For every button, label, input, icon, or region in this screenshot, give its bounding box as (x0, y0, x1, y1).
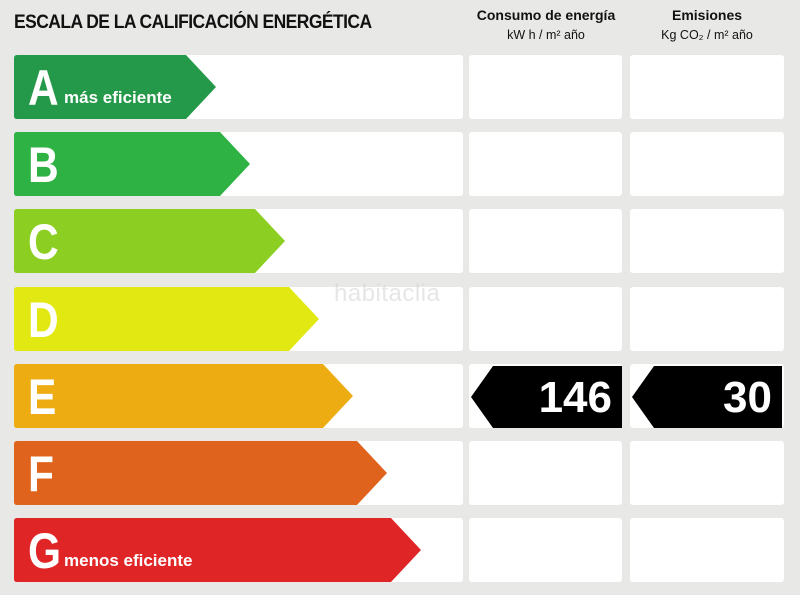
rating-row-b: B (0, 132, 800, 196)
emisiones-cell (630, 55, 784, 119)
pointer-arrow-icon (471, 366, 622, 428)
consumo-cell (469, 55, 622, 119)
arrow-shape-icon (14, 518, 421, 582)
rating-letter: E (28, 369, 57, 425)
emisiones-label: Emisiones (671, 7, 743, 23)
emisiones-cell (630, 209, 784, 273)
consumo-unit: kW h / m² año (507, 28, 585, 42)
consumo-label: Consumo de energía (476, 7, 616, 23)
emisiones-marker-value: 30 (723, 373, 772, 422)
rating-letter: G (28, 523, 62, 579)
rating-row-d: D (0, 287, 800, 351)
rating-letter: C (28, 214, 59, 270)
consumo-marker: 146 (471, 366, 622, 428)
rating-letter: D (28, 292, 59, 348)
rating-arrow-d: D (14, 287, 319, 351)
rating-row-e: E 146 30 (0, 364, 800, 428)
rating-subtitle: menos eficiente (64, 551, 193, 570)
consumo-cell (469, 209, 622, 273)
rating-arrow-f: F (14, 441, 387, 505)
pointer-arrow-icon (632, 366, 782, 428)
emisiones-cell (630, 518, 784, 582)
consumo-cell (469, 518, 622, 582)
rating-arrow-e: E (14, 364, 353, 428)
arrow-shape-icon (14, 364, 353, 428)
rating-subtitle: más eficiente (64, 88, 172, 107)
rating-letter: B (28, 137, 59, 193)
arrow-shape-icon (14, 209, 285, 273)
emisiones-cell (630, 287, 784, 351)
emisiones-cell (630, 441, 784, 505)
watermark-logo: habitaclia (334, 280, 441, 307)
rating-arrow-c: C (14, 209, 285, 273)
emisiones-unit: Kg CO₂ / m² año (661, 28, 753, 42)
rating-letter: A (28, 60, 59, 116)
consumo-cell (469, 287, 622, 351)
consumo-cell (469, 132, 622, 196)
consumo-header: Consumo de energía kW h / m² año (466, 5, 626, 45)
rating-row-f: F (0, 441, 800, 505)
rating-row-c: C (0, 209, 800, 273)
consumo-cell (469, 441, 622, 505)
rating-letter: F (28, 446, 54, 502)
emisiones-header: Emisiones Kg CO₂ / m² año (628, 5, 786, 45)
arrow-shape-icon (14, 287, 319, 351)
arrow-shape-icon (14, 441, 387, 505)
rating-arrow-b: B (14, 132, 250, 196)
arrow-shape-icon (14, 55, 216, 119)
emisiones-marker: 30 (632, 366, 782, 428)
arrow-shape-icon (14, 132, 250, 196)
emisiones-cell (630, 132, 784, 196)
consumo-marker-value: 146 (538, 373, 612, 422)
page-title: ESCALA DE LA CALIFICACIÓN ENERGÉTICA (14, 12, 372, 33)
